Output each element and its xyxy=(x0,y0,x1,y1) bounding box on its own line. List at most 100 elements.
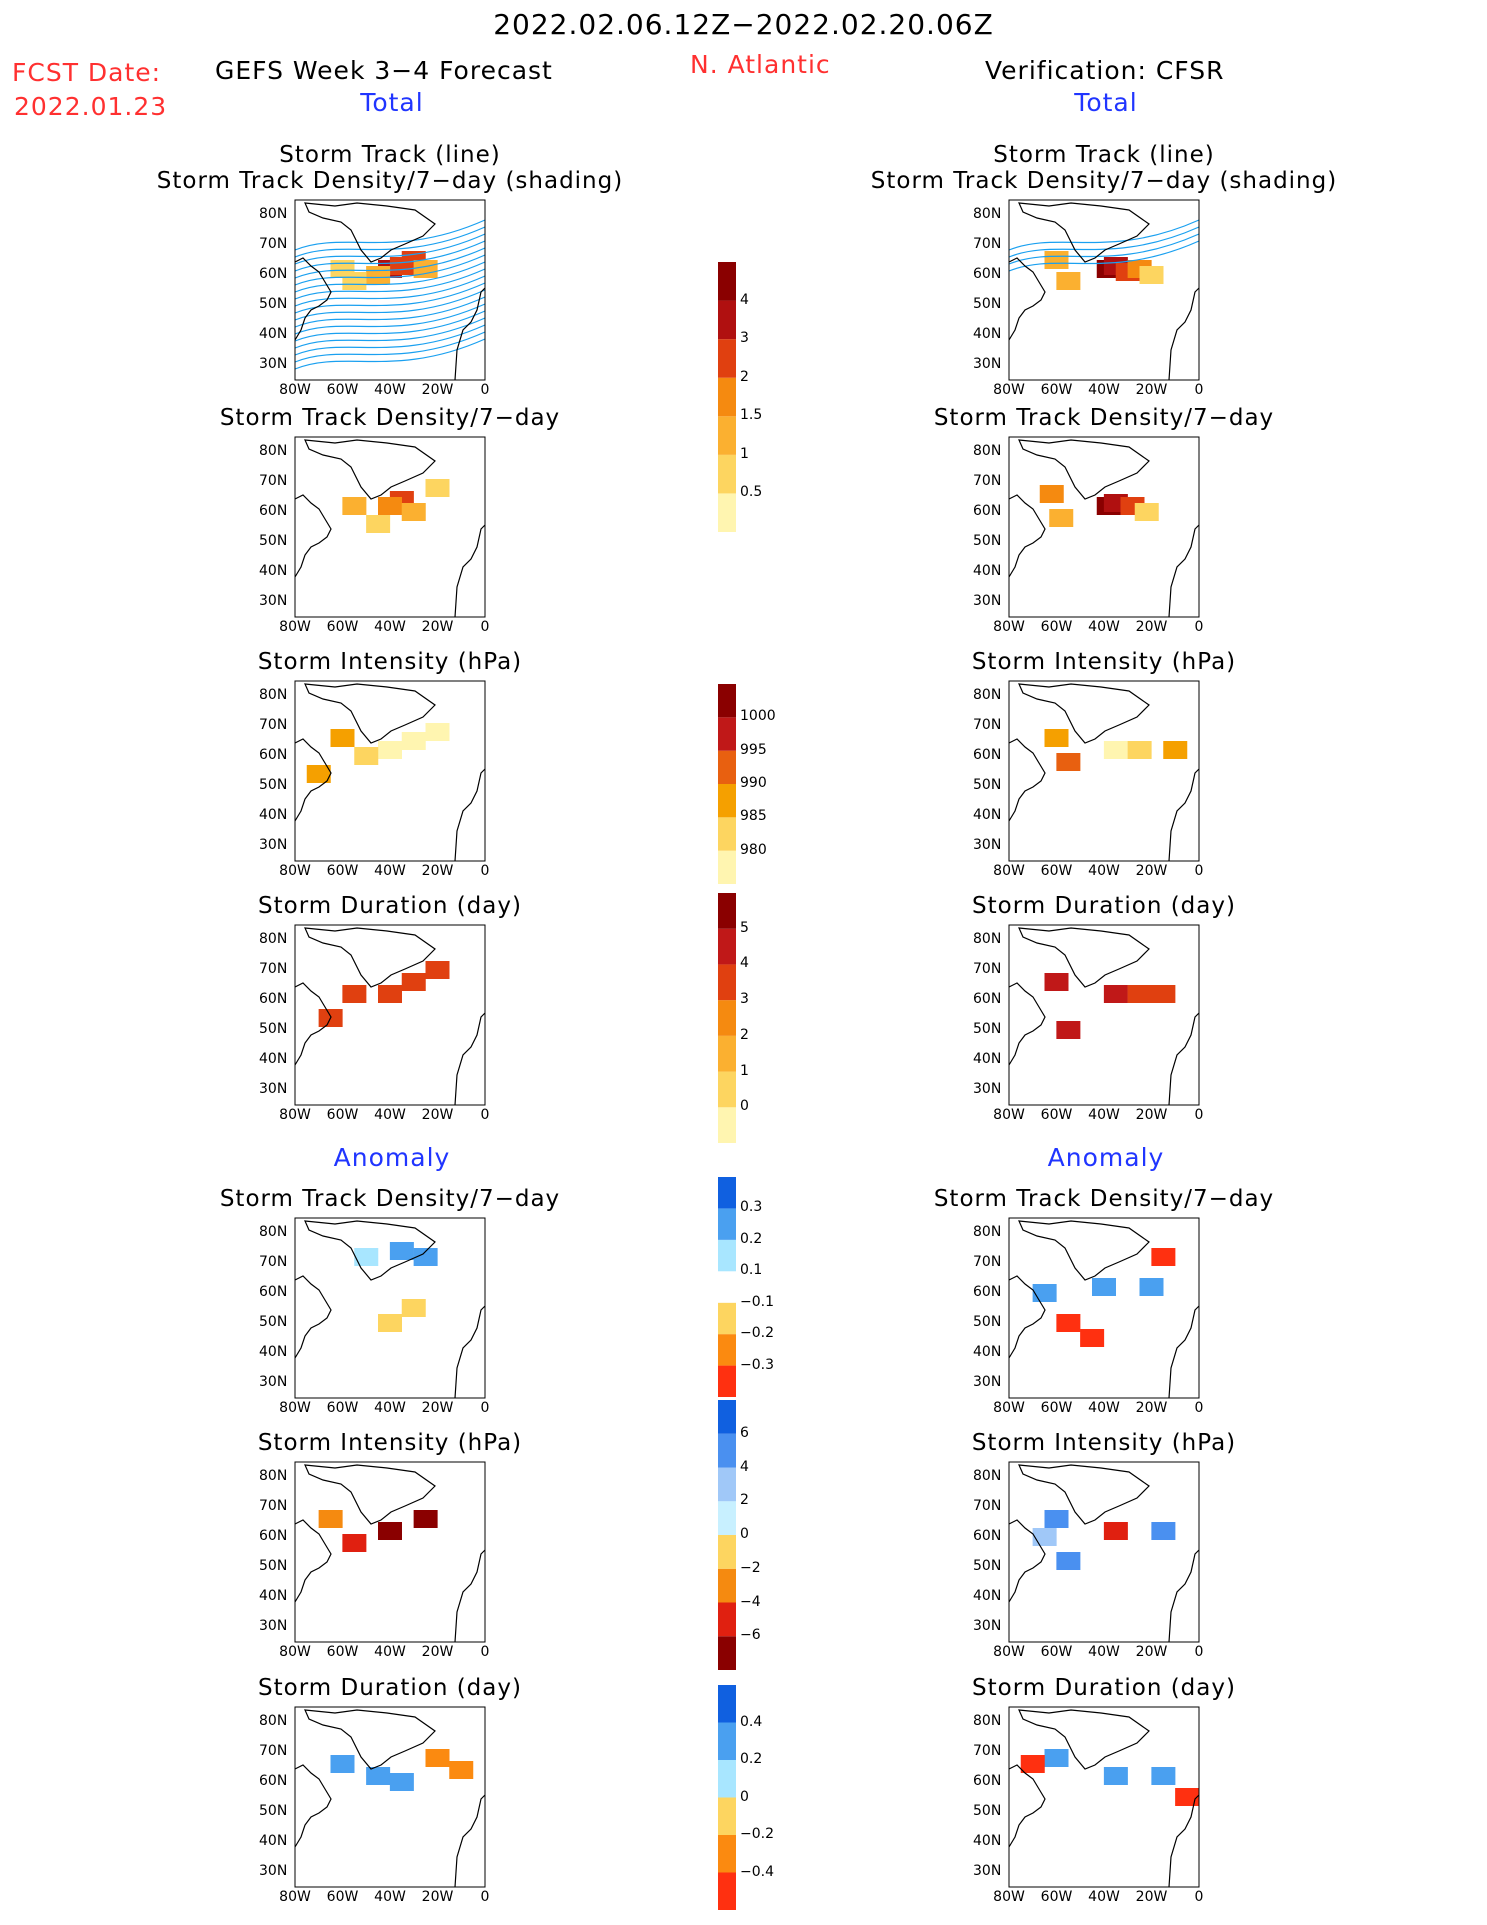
colorbar-swatch xyxy=(718,339,736,378)
colorbar-label: 0 xyxy=(740,1098,749,1115)
verify-density-anom-map xyxy=(1008,1217,1200,1399)
colorbar-label: 980 xyxy=(740,841,767,858)
y-tick-label: 60N xyxy=(259,1773,288,1789)
x-tick-label: 80W xyxy=(993,382,1025,398)
y-tick-label: 30N xyxy=(259,1081,288,1097)
storm-track-line xyxy=(294,296,486,328)
y-tick-label: 40N xyxy=(259,1051,288,1067)
europe-coast xyxy=(1168,287,1200,381)
y-tick-label: 60N xyxy=(259,747,288,763)
colorbar-label: 4 xyxy=(740,291,749,308)
y-tick-label: 50N xyxy=(973,296,1002,312)
y-tick-label: 50N xyxy=(259,1021,288,1037)
y-tick-label: 80N xyxy=(259,687,288,703)
y-tick-label: 80N xyxy=(973,1468,1002,1484)
storm-track-line xyxy=(294,219,486,251)
y-tick-label: 50N xyxy=(259,296,288,312)
greenland-coast xyxy=(304,439,436,500)
heatmap-cell xyxy=(1056,272,1081,290)
map-frame xyxy=(294,1461,486,1643)
y-tick-label: 60N xyxy=(259,266,288,282)
colorbar-swatch xyxy=(718,850,736,884)
labrador-coast xyxy=(1008,1275,1046,1359)
greenland-coast xyxy=(1018,439,1150,500)
heatmap-cell xyxy=(342,272,367,290)
y-tick-label: 50N xyxy=(973,1558,1002,1574)
x-tick-label: 20W xyxy=(1135,619,1168,635)
labrador-coast xyxy=(294,494,332,578)
anomaly-right-label: Anomaly xyxy=(1047,1143,1165,1172)
y-tick-label: 70N xyxy=(973,961,1002,977)
heatmap-cell xyxy=(1151,1767,1176,1785)
heatmap-cell xyxy=(378,985,402,1003)
colorbar-swatch xyxy=(718,1433,736,1468)
y-tick-label: 80N xyxy=(973,687,1002,703)
colorbar-swatch xyxy=(718,1760,736,1798)
region-title: N. Atlantic xyxy=(690,50,831,79)
x-tick-label: 40W xyxy=(374,1107,406,1123)
colorbar-swatch xyxy=(718,1177,736,1209)
colorbar-swatch xyxy=(718,1208,736,1240)
colorbar-label: 990 xyxy=(740,775,767,791)
storm-track-line xyxy=(294,261,486,293)
greenland-coast xyxy=(304,1709,436,1770)
heatmap-cell xyxy=(1139,266,1164,284)
heatmap-cell xyxy=(330,729,355,747)
heatmap-cell xyxy=(1103,741,1128,759)
heatmap-cell xyxy=(425,479,450,497)
europe-coast xyxy=(454,524,486,618)
europe-coast xyxy=(454,1305,486,1399)
labrador-coast xyxy=(294,257,332,341)
y-tick-label: 60N xyxy=(973,266,1002,282)
europe-coast xyxy=(454,1012,486,1106)
y-tick-label: 30N xyxy=(973,1081,1002,1097)
x-tick-label: 60W xyxy=(326,382,359,398)
y-tick-label: 40N xyxy=(973,563,1002,579)
x-tick-label: 80W xyxy=(279,1644,311,1660)
verify-duration-map xyxy=(1008,924,1200,1106)
x-tick-label: 20W xyxy=(421,1400,454,1416)
colorbar-swatch xyxy=(718,750,736,784)
labrador-coast xyxy=(294,1519,332,1603)
y-tick-label: 80N xyxy=(259,206,288,222)
y-tick-label: 30N xyxy=(973,1618,1002,1634)
map-frame xyxy=(1008,680,1200,862)
y-tick-label: 70N xyxy=(973,717,1002,733)
fcst-date-label: FCST Date: xyxy=(12,58,162,87)
storm-track-line xyxy=(294,317,486,349)
y-tick-label: 30N xyxy=(259,1374,288,1390)
colorbar-swatch xyxy=(718,1035,736,1072)
heatmap-cell xyxy=(378,1522,402,1540)
y-tick-label: 60N xyxy=(973,747,1002,763)
panel-title: Storm Track Density/7−day xyxy=(219,405,561,431)
x-tick-label: 20W xyxy=(421,1644,454,1660)
heatmap-cell xyxy=(1049,509,1074,527)
colorbar-label: 0.1 xyxy=(740,1262,763,1279)
heatmap-cell xyxy=(306,765,331,783)
x-tick-label: 40W xyxy=(1088,1889,1120,1905)
colorbar-label: 2 xyxy=(740,1026,749,1043)
heatmap-cell xyxy=(1056,753,1081,771)
heatmap-cell xyxy=(1139,1278,1164,1296)
storm-tracks xyxy=(1008,219,1200,272)
y-tick-label: 40N xyxy=(973,1588,1002,1604)
heatmap-cell xyxy=(1127,741,1152,759)
y-tick-label: 40N xyxy=(259,1833,288,1849)
x-tick-label: 20W xyxy=(421,382,454,398)
y-tick-label: 60N xyxy=(973,1528,1002,1544)
labrador-coast xyxy=(1008,257,1046,341)
greenland-coast xyxy=(304,202,436,263)
colorbar-swatch xyxy=(718,684,736,718)
colorbar-swatch xyxy=(718,1000,736,1036)
x-tick-label: 0 xyxy=(1194,1400,1204,1416)
heatmap-cell xyxy=(1056,1314,1081,1332)
colorbar-label: 1 xyxy=(740,445,749,462)
europe-coast xyxy=(454,768,486,862)
colorbar-swatch xyxy=(718,717,736,751)
storm-track-line xyxy=(294,275,486,307)
y-tick-label: 70N xyxy=(973,1743,1002,1759)
x-tick-label: 60W xyxy=(1040,1107,1073,1123)
x-tick-label: 60W xyxy=(1040,1889,1073,1905)
colorbar-swatch xyxy=(718,817,736,851)
heatmap-cell xyxy=(449,1761,474,1779)
